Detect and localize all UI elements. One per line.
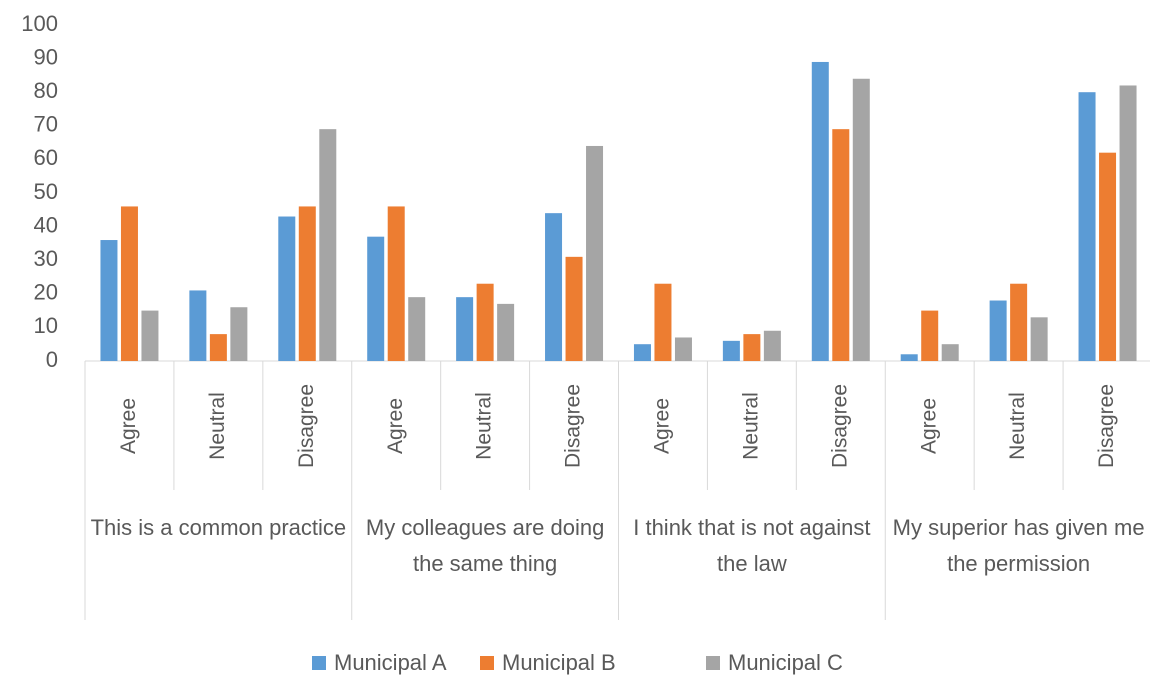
x-tick-label: Disagree	[828, 384, 851, 468]
bar	[100, 240, 118, 361]
bar	[586, 145, 604, 361]
x-tick-label: Agree	[917, 398, 940, 454]
bar	[278, 216, 296, 361]
bar	[832, 129, 850, 361]
bar	[674, 337, 692, 361]
bar	[545, 213, 563, 361]
group-label: My superior has given me the permission	[892, 515, 1145, 576]
bar	[1099, 152, 1117, 361]
bar	[811, 61, 829, 362]
y-tick-label: 70	[34, 112, 58, 137]
bar	[367, 236, 385, 361]
y-tick-label: 50	[34, 179, 58, 204]
group-label: My colleagues are doing the same thing	[365, 515, 605, 576]
legend-swatch	[706, 656, 720, 670]
bar	[1010, 283, 1028, 361]
y-tick-label: 90	[34, 44, 58, 69]
group-label: This is a common practice	[90, 515, 347, 540]
x-tick-label: Neutral	[739, 392, 762, 460]
legend-label: Municipal C	[728, 650, 843, 675]
bar	[230, 307, 248, 361]
bar	[1078, 92, 1096, 361]
x-tick-label: Agree	[651, 398, 674, 454]
y-tick-label: 30	[34, 246, 58, 271]
x-tick-label: Disagree	[1095, 384, 1118, 468]
bar	[189, 290, 207, 361]
bar	[921, 310, 939, 361]
bar	[989, 300, 1007, 361]
y-tick-label: 60	[34, 145, 58, 170]
x-tick-label: Neutral	[1006, 392, 1029, 460]
group-label: I think that is not against the law	[633, 515, 871, 576]
bar	[722, 340, 740, 361]
x-tick-label: Neutral	[473, 392, 496, 460]
x-tick-label: Disagree	[562, 384, 585, 468]
y-tick-label: 20	[34, 280, 58, 305]
y-tick-label: 100	[21, 11, 58, 36]
y-tick-label: 10	[34, 313, 58, 338]
legend-swatch	[480, 656, 494, 670]
bar	[763, 330, 781, 361]
legend-swatch	[312, 656, 326, 670]
bar	[497, 303, 515, 361]
y-tick-label: 0	[46, 347, 58, 372]
bar	[408, 297, 426, 361]
bar	[387, 206, 405, 361]
bar	[654, 283, 672, 361]
y-tick-label: 80	[34, 78, 58, 103]
legend-label: Municipal A	[334, 650, 447, 675]
bar	[1030, 317, 1048, 361]
bar	[209, 334, 227, 361]
bar	[565, 256, 583, 361]
bar	[852, 78, 870, 361]
bar	[319, 129, 337, 361]
bar	[141, 310, 159, 361]
x-tick-label: Agree	[117, 398, 140, 454]
x-tick-label: Neutral	[206, 392, 229, 460]
bar	[900, 354, 918, 361]
x-tick-label: Agree	[384, 398, 407, 454]
bar	[743, 334, 761, 361]
bar	[120, 206, 138, 361]
legend-label: Municipal B	[502, 650, 616, 675]
y-tick-label: 40	[34, 212, 58, 237]
bar	[298, 206, 316, 361]
bar	[456, 297, 474, 361]
x-tick-label: Disagree	[295, 384, 318, 468]
bar	[633, 344, 651, 361]
bar	[476, 283, 494, 361]
bar	[941, 344, 959, 361]
bar	[1119, 85, 1137, 361]
